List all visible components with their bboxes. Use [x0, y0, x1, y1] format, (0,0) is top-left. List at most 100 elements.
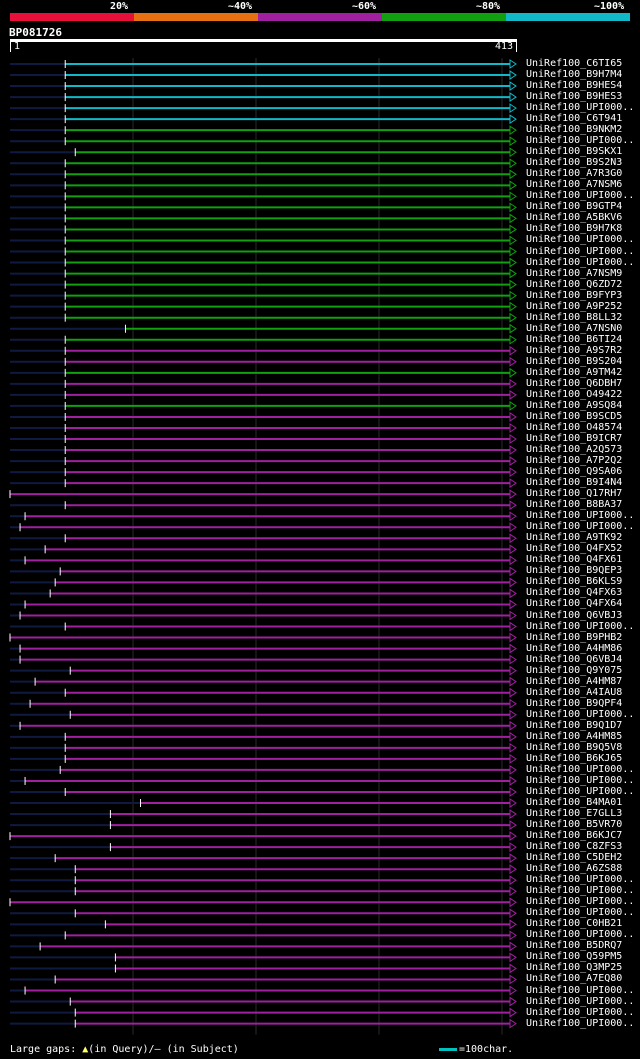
hit-label[interactable]: UniRef100_A4IAU8 — [526, 686, 623, 698]
hit-label[interactable]: UniRef100_B8BA37 — [526, 499, 623, 511]
hit-label[interactable]: UniRef100_UPI000.. — [526, 774, 635, 786]
hit-label[interactable]: UniRef100_Q4FX64 — [526, 598, 623, 610]
hit-label[interactable]: UniRef100_UPI000.. — [526, 763, 635, 775]
hit-label[interactable]: UniRef100_B6KJC7 — [526, 830, 623, 842]
hit-label[interactable]: UniRef100_UPI000.. — [526, 245, 635, 257]
hit-label[interactable]: UniRef100_A4HM87 — [526, 675, 623, 687]
hit-label[interactable]: UniRef100_Q6ZD72 — [526, 278, 623, 290]
hit-row — [10, 820, 517, 831]
hit-label[interactable]: UniRef100_A9TM42 — [526, 366, 623, 378]
hit-label[interactable]: UniRef100_B9ICR7 — [526, 433, 623, 445]
hit-label[interactable]: UniRef100_A4HM85 — [526, 730, 623, 742]
hit-label[interactable]: UniRef100_C5DEH2 — [526, 852, 623, 864]
hit-label[interactable]: UniRef100_Q17RH7 — [526, 488, 623, 500]
hit-label[interactable]: UniRef100_A9TK92 — [526, 532, 623, 544]
hit-row — [10, 356, 517, 367]
hit-label[interactable]: UniRef100_A7NSM6 — [526, 179, 623, 191]
arrow-icon — [509, 742, 517, 753]
hit-label[interactable]: UniRef100_A5BKV6 — [526, 212, 623, 224]
hit-label[interactable]: UniRef100_Q6VBJ4 — [526, 653, 623, 665]
hit-label[interactable]: UniRef100_Q6VBJ3 — [526, 609, 623, 621]
hit-label[interactable]: UniRef100_UPI000.. — [526, 135, 635, 147]
hit-label[interactable]: UniRef100_Q4FX61 — [526, 554, 623, 566]
hit-label[interactable]: UniRef100_Q4FX52 — [526, 543, 623, 555]
hit-label[interactable]: UniRef100_A9P252 — [526, 300, 623, 312]
hit-label[interactable]: UniRef100_UPI000.. — [526, 190, 635, 202]
hit-label[interactable]: UniRef100_A7NSM9 — [526, 267, 623, 279]
hit-label[interactable]: UniRef100_UPI000.. — [526, 102, 635, 114]
hit-label[interactable]: UniRef100_Q9Y075 — [526, 664, 623, 676]
hit-row — [10, 312, 517, 323]
hit-row — [10, 886, 517, 897]
hit-label[interactable]: UniRef100_UPI000.. — [526, 885, 635, 897]
hit-label[interactable]: UniRef100_B9S204 — [526, 355, 623, 367]
hit-label[interactable]: UniRef100_B9PHB2 — [526, 631, 623, 643]
hit-label[interactable]: UniRef100_B9NKM2 — [526, 124, 623, 136]
hit-label[interactable]: UniRef100_UPI000.. — [526, 785, 635, 797]
hit-label[interactable]: UniRef100_A7P2Q2 — [526, 455, 623, 467]
hit-label[interactable]: UniRef100_C6T941 — [526, 113, 623, 125]
hit-label[interactable]: UniRef100_B9FYP3 — [526, 289, 623, 301]
hit-label[interactable]: UniRef100_UPI000.. — [526, 234, 635, 246]
hit-label[interactable]: UniRef100_Q6DBH7 — [526, 377, 623, 389]
hit-label[interactable]: UniRef100_A7R3G0 — [526, 168, 623, 180]
arrow-icon — [509, 753, 517, 764]
hit-label[interactable]: UniRef100_B9H7M4 — [526, 69, 623, 81]
hit-label[interactable]: UniRef100_B6TI24 — [526, 333, 623, 345]
hit-label[interactable]: UniRef100_B5VR70 — [526, 819, 623, 831]
hit-label[interactable]: UniRef100_B9HES3 — [526, 91, 623, 103]
hit-label[interactable]: UniRef100_C6TI65 — [526, 58, 623, 69]
hit-label[interactable]: UniRef100_UPI000.. — [526, 708, 635, 720]
hit-label[interactable]: UniRef100_UPI000.. — [526, 929, 635, 941]
hit-label[interactable]: UniRef100_B9SCD5 — [526, 410, 623, 422]
hit-label[interactable]: UniRef100_UPI000.. — [526, 1006, 635, 1018]
hit-label[interactable]: UniRef100_UPI000.. — [526, 510, 635, 522]
hit-label[interactable]: UniRef100_UPI000.. — [526, 874, 635, 886]
hit-label[interactable]: UniRef100_A6ZS88 — [526, 863, 623, 875]
hit-label[interactable]: UniRef100_O48574 — [526, 421, 623, 433]
hit-label[interactable]: UniRef100_B9S2N3 — [526, 157, 623, 169]
hit-label[interactable]: UniRef100_UPI000.. — [526, 1017, 635, 1029]
hit-label[interactable]: UniRef100_B9H7K8 — [526, 223, 623, 235]
hit-label[interactable]: UniRef100_UPI000.. — [526, 984, 635, 996]
hit-label[interactable]: UniRef100_Q59PM5 — [526, 951, 623, 963]
hit-label[interactable]: UniRef100_Q9SA06 — [526, 466, 623, 478]
hit-label[interactable]: UniRef100_B9Q5V8 — [526, 741, 623, 753]
hit-label[interactable]: UniRef100_B9GTP4 — [526, 201, 623, 213]
hit-label[interactable]: UniRef100_C0HB21 — [526, 918, 623, 930]
hit-label[interactable]: UniRef100_UPI000.. — [526, 620, 635, 632]
hit-label[interactable]: UniRef100_A9S7R2 — [526, 344, 623, 356]
hit-label[interactable]: UniRef100_Q3MP25 — [526, 962, 623, 974]
hit-label[interactable]: UniRef100_B9Q1D7 — [526, 719, 623, 731]
hit-label[interactable]: UniRef100_A7NSN0 — [526, 322, 623, 334]
hit-label[interactable]: UniRef100_B9QPF4 — [526, 697, 623, 709]
hit-label[interactable]: UniRef100_C8ZFS3 — [526, 841, 623, 853]
hit-label[interactable]: UniRef100_A2Q573 — [526, 444, 623, 456]
hit-label[interactable]: UniRef100_A4HM86 — [526, 642, 623, 654]
hit-label[interactable]: UniRef100_UPI000.. — [526, 995, 635, 1007]
hit-label[interactable]: UniRef100_UPI000.. — [526, 896, 635, 908]
hit-label[interactable]: UniRef100_B6KJ65 — [526, 752, 623, 764]
hit-label[interactable]: UniRef100_A7EQ80 — [526, 973, 623, 985]
hit-label[interactable]: UniRef100_UPI000.. — [526, 521, 635, 533]
hit-label[interactable]: UniRef100_B9QEP3 — [526, 565, 623, 577]
hit-label[interactable]: UniRef100_B5DRQ7 — [526, 940, 623, 952]
hit-label[interactable]: UniRef100_UPI000.. — [526, 907, 635, 919]
hit-row — [10, 467, 517, 478]
hit-label[interactable]: UniRef100_O49422 — [526, 388, 623, 400]
hit-label[interactable]: UniRef100_Q4FX63 — [526, 587, 623, 599]
hit-label[interactable]: UniRef100_B9SKX1 — [526, 146, 623, 158]
query-gap-icon: ▲ — [82, 1044, 89, 1055]
hit-label[interactable]: UniRef100_B6KLS9 — [526, 576, 623, 588]
hit-label[interactable]: UniRef100_B4MA01 — [526, 797, 623, 808]
hit-label[interactable]: UniRef100_UPI000.. — [526, 256, 635, 268]
hit-label[interactable]: UniRef100_A9SQ84 — [526, 399, 623, 411]
hit-label[interactable]: UniRef100_B9HES4 — [526, 80, 623, 92]
hit-row — [10, 500, 517, 511]
hit-label[interactable]: UniRef100_E7GLL3 — [526, 808, 623, 820]
hit-row — [10, 842, 517, 853]
hit-label[interactable]: UniRef100_B9I4N4 — [526, 477, 623, 489]
arrow-icon — [509, 114, 517, 125]
hit-row — [10, 290, 517, 301]
hit-label[interactable]: UniRef100_B8LL32 — [526, 311, 623, 323]
